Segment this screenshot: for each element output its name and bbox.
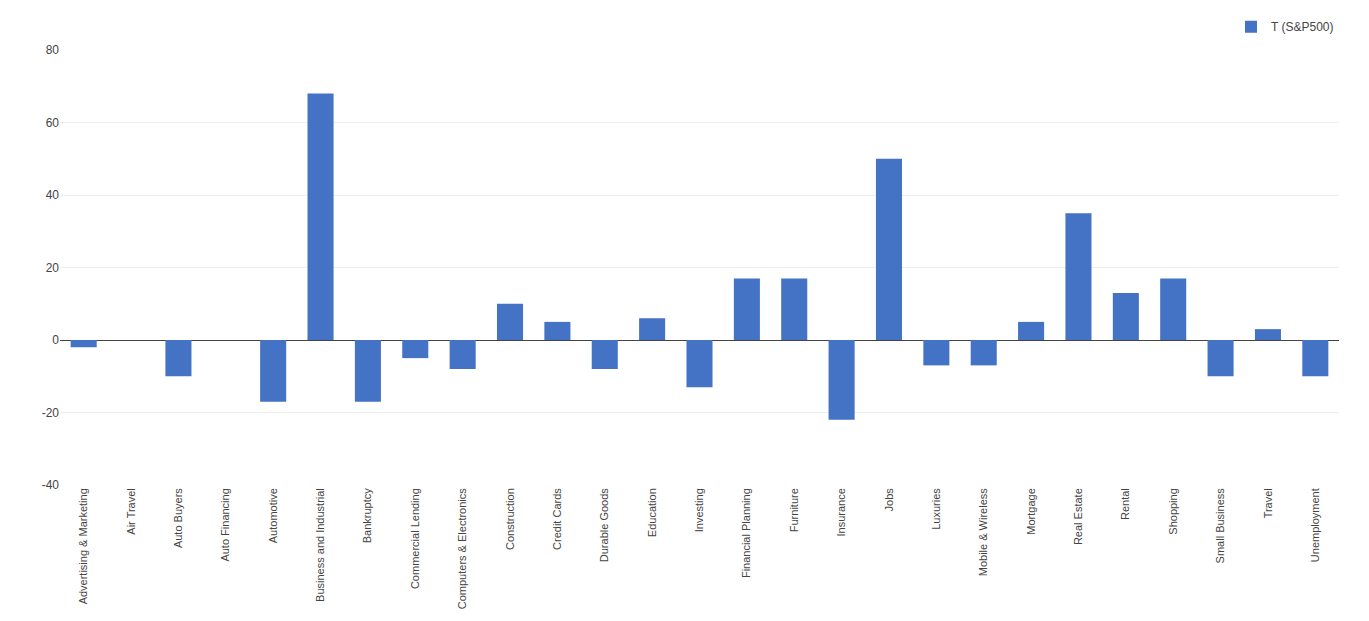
svg-text:Rental: Rental — [1119, 488, 1131, 520]
svg-text:Business and Industrial: Business and Industrial — [314, 488, 326, 602]
svg-text:Shopping: Shopping — [1167, 488, 1179, 535]
svg-text:Small Business: Small Business — [1214, 488, 1226, 564]
svg-text:Furniture: Furniture — [788, 488, 800, 532]
svg-text:Advertising & Marketing: Advertising & Marketing — [77, 488, 89, 604]
svg-text:Computers & Electronics: Computers & Electronics — [456, 488, 468, 610]
svg-text:Mobile & Wireless: Mobile & Wireless — [977, 488, 989, 577]
svg-text:Credit Cards: Credit Cards — [551, 488, 563, 550]
svg-text:0: 0 — [52, 333, 59, 347]
svg-text:60: 60 — [46, 116, 60, 130]
svg-text:T (S&P500): T (S&P500) — [1271, 20, 1333, 34]
svg-text:Education: Education — [646, 488, 658, 537]
svg-text:Automotive: Automotive — [267, 488, 279, 543]
svg-text:Mortgage: Mortgage — [1025, 488, 1037, 534]
svg-text:Bankruptcy: Bankruptcy — [361, 488, 373, 544]
svg-text:Commercial Lending: Commercial Lending — [409, 488, 421, 589]
svg-text:Auto Buyers: Auto Buyers — [172, 488, 184, 548]
svg-text:20: 20 — [46, 261, 60, 275]
svg-text:80: 80 — [46, 43, 60, 57]
svg-text:-40: -40 — [42, 478, 60, 492]
svg-text:Investing: Investing — [693, 488, 705, 532]
svg-text:Durable Goods: Durable Goods — [598, 488, 610, 562]
svg-text:Construction: Construction — [504, 488, 516, 550]
svg-text:Luxuries: Luxuries — [930, 488, 942, 530]
svg-text:Unemployment: Unemployment — [1309, 488, 1321, 562]
svg-text:Insurance: Insurance — [835, 488, 847, 536]
svg-text:Financial Planning: Financial Planning — [740, 488, 752, 578]
svg-text:Air Travel: Air Travel — [125, 488, 137, 534]
svg-text:Auto Financing: Auto Financing — [219, 488, 231, 561]
svg-text:Real Estate: Real Estate — [1072, 488, 1084, 545]
svg-text:-20: -20 — [42, 406, 60, 420]
svg-text:Travel: Travel — [1262, 488, 1274, 518]
svg-text:Jobs: Jobs — [883, 488, 895, 512]
svg-text:40: 40 — [46, 188, 60, 202]
